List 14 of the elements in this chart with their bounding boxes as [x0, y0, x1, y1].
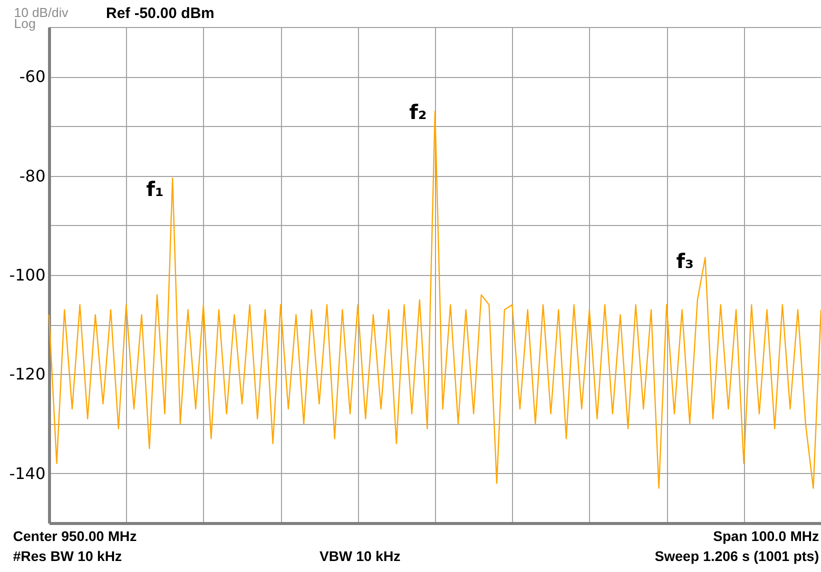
y-tick-label: -100 [9, 266, 46, 284]
y-tick-label: -140 [9, 464, 46, 483]
text: Ref -50.00 dBm [106, 5, 214, 22]
text: VBW 10 kHz [320, 548, 400, 564]
text: Sweep 1.206 s (1001 pts) [654, 548, 819, 564]
text: Center 950.00 MHz [13, 528, 137, 544]
annotation: f₂ [409, 100, 427, 124]
text: Span 100.0 MHz [713, 528, 819, 544]
annotation: f₁ [146, 177, 164, 201]
y-tick-label: -60 [19, 67, 46, 86]
y-tick-label: -80 [19, 166, 46, 186]
annotation: f₃ [676, 249, 694, 273]
text: #Res BW 10 kHz [13, 548, 122, 564]
y-tick-label: -120 [9, 364, 46, 384]
